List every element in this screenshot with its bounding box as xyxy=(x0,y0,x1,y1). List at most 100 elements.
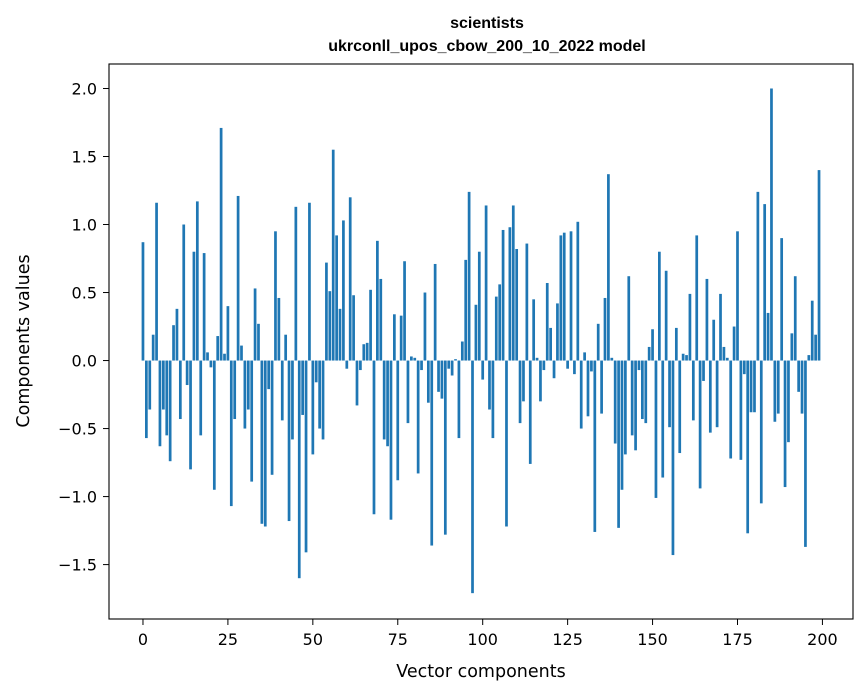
bar-component-138 xyxy=(610,357,614,361)
x-axis-ticks: 0 25 50 75 100 125 150 175 200 xyxy=(138,619,838,649)
bar-component-0 xyxy=(141,242,145,361)
x-tick-label: 25 xyxy=(218,630,238,649)
bar-component-167 xyxy=(708,360,712,433)
bar-component-108 xyxy=(508,227,512,361)
bar-component-139 xyxy=(613,360,617,444)
bar-component-19 xyxy=(206,352,209,361)
bar-component-187 xyxy=(776,360,780,414)
bar-component-46 xyxy=(297,360,301,579)
bars-group xyxy=(141,88,821,594)
bar-component-59 xyxy=(342,220,345,361)
bar-component-9 xyxy=(172,325,175,361)
x-tick-label: 50 xyxy=(303,630,323,649)
bar-component-32 xyxy=(250,360,254,482)
bar-component-148 xyxy=(644,360,648,424)
bar-component-93 xyxy=(457,360,461,439)
bar-component-159 xyxy=(681,353,685,361)
bar-component-144 xyxy=(630,360,634,436)
bar-component-122 xyxy=(556,303,559,361)
bar-component-45 xyxy=(294,206,298,361)
bar-component-77 xyxy=(403,261,406,361)
bar-component-175 xyxy=(736,231,739,361)
bar-component-42 xyxy=(284,334,288,361)
x-tick-label: 100 xyxy=(467,630,498,649)
bar-component-49 xyxy=(308,202,311,361)
bar-component-61 xyxy=(348,197,352,361)
bar-component-63 xyxy=(355,360,359,406)
bar-component-73 xyxy=(389,360,393,520)
bar-component-72 xyxy=(386,360,389,447)
bar-component-157 xyxy=(674,327,678,361)
bar-component-134 xyxy=(596,323,600,361)
bar-component-113 xyxy=(525,243,529,361)
bar-component-145 xyxy=(634,360,637,451)
bar-component-80 xyxy=(413,357,417,361)
bar-component-65 xyxy=(362,344,366,361)
bar-component-143 xyxy=(627,276,631,361)
bar-component-185 xyxy=(770,88,773,361)
bar-component-118 xyxy=(542,360,546,371)
bar-component-64 xyxy=(359,360,362,371)
bar-component-188 xyxy=(780,238,784,361)
bar-component-2 xyxy=(148,360,152,410)
bar-component-68 xyxy=(372,360,376,515)
bar-component-51 xyxy=(314,360,318,383)
bar-component-129 xyxy=(579,360,583,429)
bar-component-66 xyxy=(365,342,369,361)
bar-component-54 xyxy=(325,262,328,361)
bar-component-119 xyxy=(545,283,549,361)
y-axis-label: Components values xyxy=(14,254,34,427)
bar-component-125 xyxy=(566,360,569,369)
bar-component-60 xyxy=(345,360,349,369)
bar-component-146 xyxy=(637,360,641,371)
bar-component-107 xyxy=(505,360,508,527)
bar-component-27 xyxy=(233,360,237,420)
bar-component-150 xyxy=(651,329,654,361)
bar-component-34 xyxy=(257,323,260,361)
chart-subtitle: ukrconll_upos_cbow_200_10_2022 model xyxy=(328,38,645,55)
bar-component-178 xyxy=(746,360,750,534)
bar-component-36 xyxy=(263,360,267,527)
bar-component-147 xyxy=(641,360,644,420)
bar-component-165 xyxy=(702,360,705,381)
x-tick-label: 0 xyxy=(138,630,148,649)
bar-component-29 xyxy=(240,345,243,361)
x-tick-label: 75 xyxy=(388,630,408,649)
bar-component-170 xyxy=(719,293,722,361)
bar-component-103 xyxy=(491,360,495,439)
bar-component-79 xyxy=(410,356,413,361)
bar-component-171 xyxy=(722,346,726,361)
bar-component-52 xyxy=(318,360,321,429)
bar-component-78 xyxy=(406,360,410,424)
bar-component-14 xyxy=(189,360,192,470)
bar-component-169 xyxy=(715,360,719,428)
bar-component-110 xyxy=(515,249,519,361)
bar-component-18 xyxy=(202,253,206,361)
bar-component-91 xyxy=(450,360,454,376)
bar-component-102 xyxy=(488,360,491,410)
bar-component-115 xyxy=(532,299,536,361)
bar-component-67 xyxy=(369,289,372,361)
bar-component-85 xyxy=(430,360,434,546)
bar-component-152 xyxy=(658,251,661,361)
bar-component-43 xyxy=(287,360,291,522)
y-tick-label: −1.5 xyxy=(58,556,97,575)
bar-component-92 xyxy=(454,359,457,361)
bar-component-83 xyxy=(423,292,427,361)
bar-component-141 xyxy=(620,360,624,490)
bar-component-26 xyxy=(229,360,233,507)
bar-component-120 xyxy=(549,327,552,361)
bar-component-182 xyxy=(759,360,763,504)
bar-component-136 xyxy=(603,297,607,361)
bar-component-166 xyxy=(705,278,709,361)
x-tick-label: 200 xyxy=(807,630,838,649)
bar-component-84 xyxy=(426,360,430,403)
bar-component-124 xyxy=(562,232,566,361)
bar-component-38 xyxy=(270,360,274,475)
bar-component-17 xyxy=(199,360,203,436)
bar-component-173 xyxy=(729,360,733,459)
bar-component-97 xyxy=(471,360,474,594)
bar-component-117 xyxy=(539,360,542,402)
bar-component-71 xyxy=(382,360,386,440)
